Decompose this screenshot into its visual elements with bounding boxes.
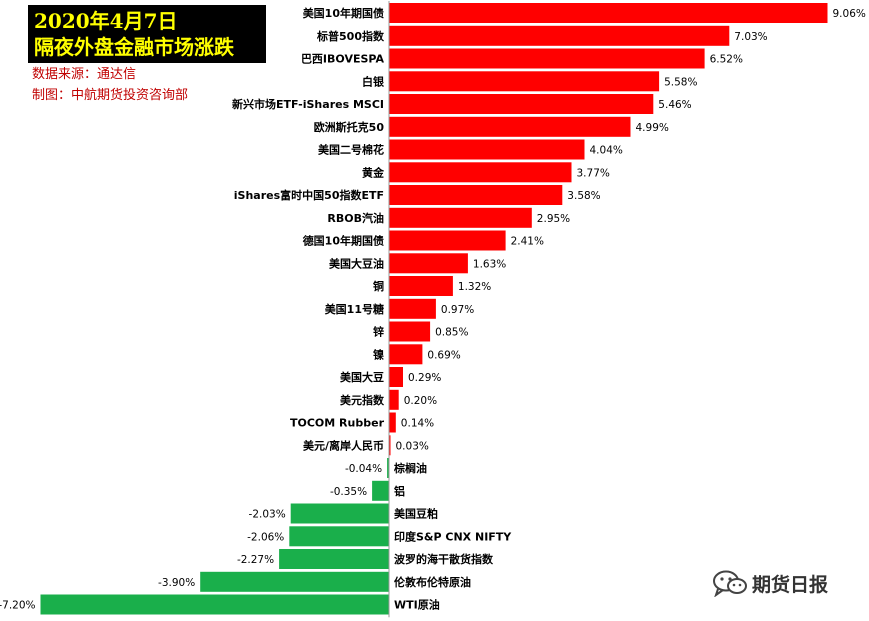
category-label: 美国10年期国债	[303, 6, 384, 20]
category-label: 铜	[372, 279, 384, 293]
data-label: 0.97%	[441, 304, 474, 316]
bar	[389, 389, 399, 410]
data-label: -0.04%	[345, 463, 382, 475]
category-label: 美国大豆油	[329, 256, 384, 270]
bar	[389, 185, 563, 205]
data-label: 0.85%	[435, 327, 468, 339]
bar	[389, 435, 391, 456]
bar	[389, 321, 431, 342]
data-label: 5.46%	[658, 99, 691, 111]
data-label: 0.03%	[396, 440, 429, 452]
category-label: 欧洲斯托克50	[314, 120, 385, 134]
data-label: 6.52%	[710, 54, 743, 66]
category-label: 美国11号糖	[325, 302, 384, 316]
chart-title-date: 2020年4月7日	[34, 9, 178, 33]
category-label: 巴西IBOVESPA	[301, 53, 385, 66]
bar	[389, 48, 705, 69]
category-label: 黄金	[362, 165, 385, 179]
category-label: 铝	[394, 484, 405, 498]
watermark-text: 期货日报	[752, 573, 829, 596]
category-label: 美国大豆	[340, 370, 384, 384]
data-label: -3.90%	[158, 577, 195, 589]
data-label: 0.14%	[401, 418, 434, 430]
bar	[389, 71, 660, 92]
category-label: 新兴市场ETF-iShares MSCI	[232, 97, 384, 111]
data-label: -7.20%	[0, 600, 36, 612]
bar	[372, 480, 389, 501]
bar	[389, 94, 654, 114]
data-label: 4.04%	[590, 145, 623, 157]
watermark: 期货日报	[712, 568, 828, 598]
data-label: 4.99%	[636, 122, 669, 134]
bar	[389, 298, 436, 319]
data-label: -2.06%	[247, 531, 284, 543]
bar	[389, 276, 453, 296]
chart-title: 隔夜外盘金融市场涨跌	[34, 35, 234, 59]
category-label: 锌	[373, 325, 384, 339]
data-label: 3.77%	[577, 167, 610, 179]
bar	[389, 3, 828, 23]
category-label: 美元/离岸人民币	[303, 438, 384, 452]
category-label: TOCOM Rubber	[290, 417, 385, 430]
category-label: 标普500指数	[316, 29, 385, 43]
wechat-icon	[713, 570, 747, 597]
category-label: iShares富时中国50指数ETF	[234, 188, 384, 202]
bar	[389, 116, 631, 137]
chart-title-box: 2020年4月7日 隔夜外盘金融市场涨跌	[28, 5, 266, 63]
data-label: 1.32%	[458, 281, 491, 293]
category-label: 伦敦布伦特原油	[394, 575, 471, 589]
data-label: 7.03%	[734, 31, 767, 43]
category-label: 白银	[362, 74, 385, 88]
bar	[290, 503, 389, 524]
data-label: 0.69%	[427, 349, 460, 361]
category-label: RBOB汽油	[327, 211, 384, 225]
data-label: -2.03%	[249, 509, 286, 521]
data-label: -2.27%	[237, 554, 274, 566]
bar	[389, 344, 423, 365]
bar	[389, 162, 572, 183]
bar	[200, 571, 389, 592]
bar	[389, 230, 506, 251]
bar	[389, 139, 585, 160]
category-label: 印度S&P CNX NIFTY	[394, 529, 512, 543]
category-label: 棕榈油	[393, 461, 427, 475]
data-label: 0.20%	[404, 395, 437, 407]
data-label: 9.06%	[833, 8, 866, 20]
bar	[279, 549, 389, 569]
data-label: 3.58%	[567, 190, 600, 202]
bar	[389, 207, 532, 228]
bar	[389, 367, 403, 387]
category-label: WTI原油	[394, 598, 440, 612]
bar	[389, 412, 396, 433]
category-label: 美元指数	[340, 393, 385, 407]
bar	[289, 526, 389, 547]
category-label: 镍	[373, 347, 384, 361]
data-label: 5.58%	[664, 76, 697, 88]
bar	[389, 253, 468, 274]
bar	[40, 594, 389, 615]
data-label: 2.41%	[511, 236, 544, 248]
category-label: 美国二号棉花	[318, 143, 384, 157]
data-label: 2.95%	[537, 213, 570, 225]
data-label: -0.35%	[330, 486, 367, 498]
data-label: 0.29%	[408, 372, 441, 384]
data-source-note: 数据来源：通达信	[32, 67, 137, 82]
bar	[387, 458, 389, 478]
category-label: 德国10年期国债	[302, 234, 384, 248]
chart-maker-note: 制图：中航期货投资咨询部	[32, 88, 189, 103]
category-label: 美国豆粕	[394, 507, 438, 521]
bar	[389, 25, 730, 46]
data-label: 1.63%	[473, 258, 506, 270]
category-label: 波罗的海干散货指数	[394, 552, 494, 566]
